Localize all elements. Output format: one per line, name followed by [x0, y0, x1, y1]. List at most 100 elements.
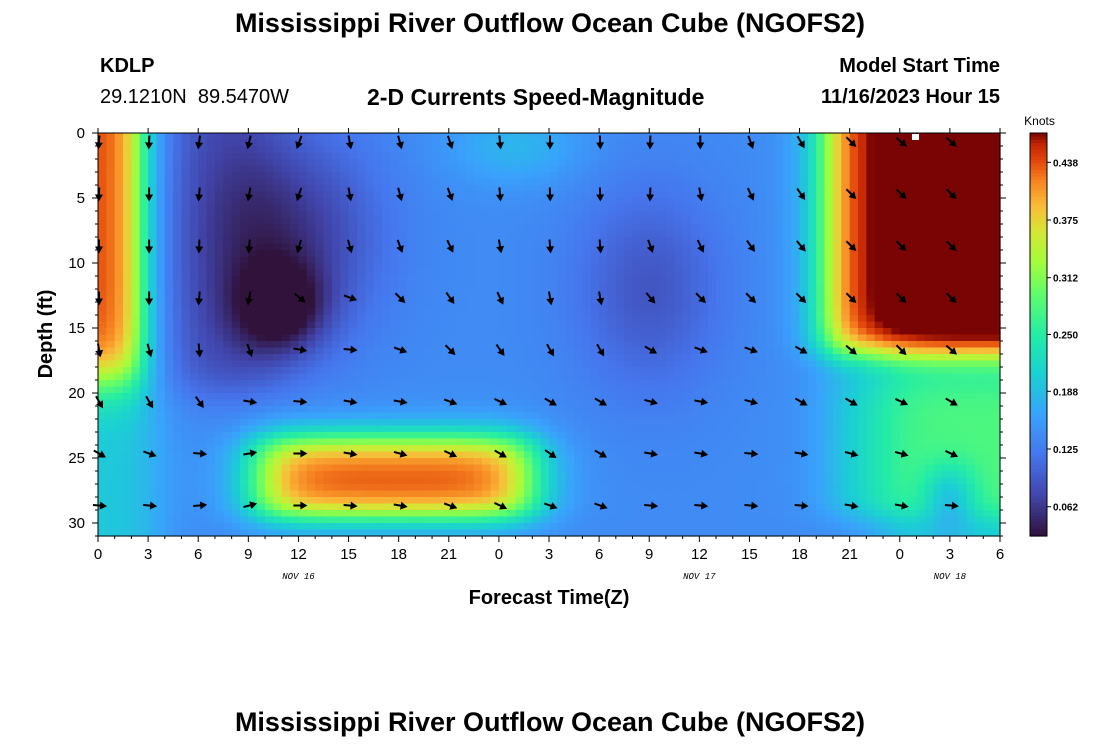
- heatmap-cell: [281, 198, 291, 206]
- heatmap-cell: [974, 302, 984, 310]
- heatmap-cell: [574, 165, 584, 173]
- heatmap-cell: [523, 152, 533, 160]
- heatmap-cell: [139, 237, 149, 245]
- heatmap-cell: [724, 217, 734, 225]
- heatmap-cell: [248, 198, 258, 206]
- heatmap-cell: [239, 347, 249, 355]
- heatmap-cell: [106, 432, 116, 440]
- heatmap-cell: [958, 315, 968, 323]
- heatmap-cell: [924, 295, 934, 303]
- heatmap-cell: [766, 191, 776, 199]
- heatmap-cell: [365, 230, 375, 238]
- heatmap-cell: [624, 139, 634, 147]
- heatmap-cell: [958, 347, 968, 355]
- heatmap-cell: [306, 341, 316, 349]
- heatmap-cell: [281, 308, 291, 316]
- heatmap-cell: [958, 373, 968, 381]
- heatmap-cell: [482, 133, 492, 141]
- heatmap-cell: [131, 165, 141, 173]
- heatmap-cell: [682, 178, 692, 186]
- heatmap-cell: [966, 412, 976, 420]
- heatmap-cell: [440, 263, 450, 271]
- heatmap-cell: [732, 211, 742, 219]
- heatmap-cell: [173, 406, 183, 414]
- heatmap-cell: [958, 146, 968, 154]
- heatmap-cell: [991, 328, 1001, 336]
- heatmap-cell: [883, 191, 893, 199]
- heatmap-cell: [273, 172, 283, 180]
- heatmap-cell: [106, 204, 116, 212]
- heatmap-cell: [908, 276, 918, 284]
- heatmap-cell: [214, 399, 224, 407]
- heatmap-cell: [741, 152, 751, 160]
- heatmap-cell: [941, 380, 951, 388]
- heatmap-cell: [908, 282, 918, 290]
- heatmap-cell: [799, 152, 809, 160]
- heatmap-cell: [958, 178, 968, 186]
- heatmap-cell: [532, 393, 542, 401]
- heatmap-cell: [824, 172, 834, 180]
- heatmap-cell: [741, 302, 751, 310]
- heatmap-cell: [448, 380, 458, 388]
- heatmap-cell: [899, 328, 909, 336]
- heatmap-cell: [482, 191, 492, 199]
- heatmap-cell: [966, 360, 976, 368]
- heatmap-cell: [448, 334, 458, 342]
- heatmap-cell: [482, 172, 492, 180]
- heatmap-cell: [440, 412, 450, 420]
- heatmap-cell: [941, 211, 951, 219]
- heatmap-cell: [331, 412, 341, 420]
- heatmap-cell: [540, 152, 550, 160]
- heatmap-cell: [381, 185, 391, 193]
- heatmap-cell: [632, 133, 642, 141]
- heatmap-cell: [473, 224, 483, 232]
- heatmap-cell: [114, 224, 124, 232]
- heatmap-cell: [574, 263, 584, 271]
- heatmap-cell: [991, 354, 1001, 362]
- heatmap-cell: [106, 289, 116, 297]
- heatmap-cell: [807, 152, 817, 160]
- heatmap-cell: [248, 341, 258, 349]
- heatmap-cell: [615, 139, 625, 147]
- heatmap-cell: [490, 419, 500, 427]
- heatmap-cell: [365, 315, 375, 323]
- heatmap-cell: [791, 159, 801, 167]
- heatmap-cell: [540, 250, 550, 258]
- heatmap-cell: [649, 308, 659, 316]
- heatmap-cell: [908, 250, 918, 258]
- heatmap-cell: [273, 419, 283, 427]
- heatmap-cell: [507, 360, 517, 368]
- heatmap-cell: [139, 302, 149, 310]
- heatmap-cell: [482, 393, 492, 401]
- heatmap-cell: [106, 263, 116, 271]
- heatmap-cell: [540, 133, 550, 141]
- heatmap-cell: [540, 360, 550, 368]
- heatmap-cell: [306, 139, 316, 147]
- heatmap-cell: [373, 289, 383, 297]
- heatmap-cell: [407, 282, 416, 290]
- heatmap-cell: [983, 269, 993, 277]
- heatmap-cell: [323, 178, 333, 186]
- heatmap-cell: [590, 191, 600, 199]
- heatmap-cell: [239, 412, 249, 420]
- heatmap-cell: [707, 237, 717, 245]
- heatmap-cell: [690, 360, 700, 368]
- heatmap-cell: [231, 432, 241, 440]
- heatmap-cell: [807, 399, 817, 407]
- heatmap-cell: [941, 341, 951, 349]
- heatmap-cell: [816, 152, 826, 160]
- heatmap-cell: [615, 282, 625, 290]
- heatmap-cell: [816, 224, 826, 232]
- heatmap-cell: [231, 139, 241, 147]
- heatmap-cell: [139, 328, 149, 336]
- heatmap-cell: [724, 224, 734, 232]
- station-coordinates: 29.1210N 89.5470W: [100, 86, 290, 108]
- heatmap-cell: [315, 419, 325, 427]
- heatmap-cell: [665, 302, 675, 310]
- heatmap-cell: [565, 263, 575, 271]
- heatmap-cell: [223, 354, 233, 362]
- heatmap-cell: [114, 360, 124, 368]
- heatmap-cell: [356, 172, 366, 180]
- heatmap-cell: [498, 146, 508, 154]
- heatmap-cell: [782, 224, 792, 232]
